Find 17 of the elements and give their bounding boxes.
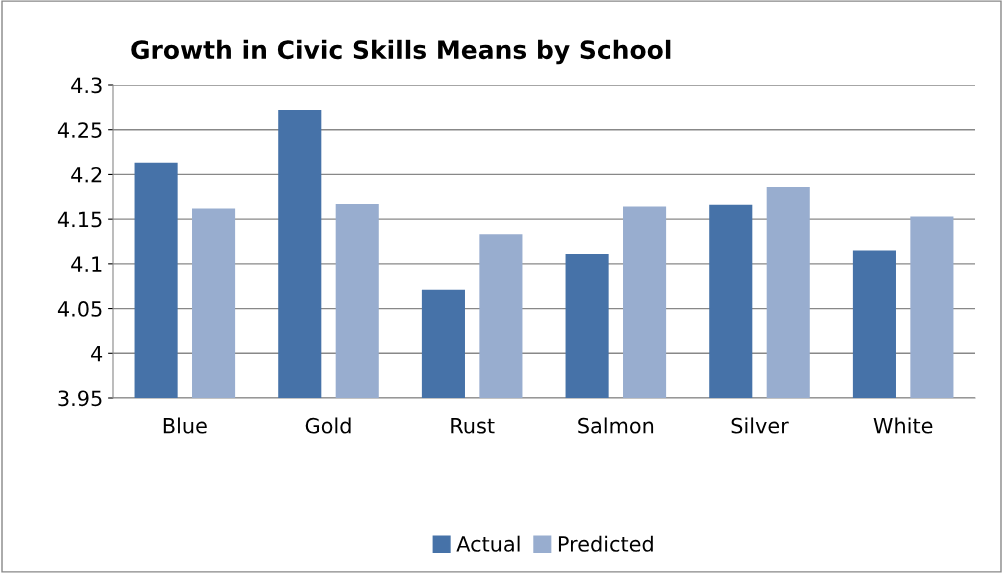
y-tick-label: 4.3 (71, 77, 102, 94)
legend-label: Predicted (558, 535, 653, 552)
y-tick-label: 4.2 (71, 166, 102, 183)
y-tick-label: 4.1 (71, 256, 102, 272)
chart-title: Growth in Civic Skills Means by School (131, 39, 671, 65)
x-tick-label: Salmon (578, 417, 654, 434)
x-tick-label: Blue (163, 417, 207, 434)
x-tick-label: Gold (305, 417, 351, 434)
x-tick-label: Rust (451, 418, 495, 434)
x-tick-label: White (873, 417, 933, 434)
y-tick-label: 4.25 (57, 122, 102, 138)
y-tick-label: 4.05 (57, 301, 102, 317)
y-tick-label: 3.95 (58, 390, 102, 407)
y-tick-label: 4 (91, 346, 103, 362)
x-tick-label: Silver (731, 417, 789, 434)
y-tick-label: 4.15 (57, 211, 102, 228)
legend-label: Actual (456, 535, 520, 552)
